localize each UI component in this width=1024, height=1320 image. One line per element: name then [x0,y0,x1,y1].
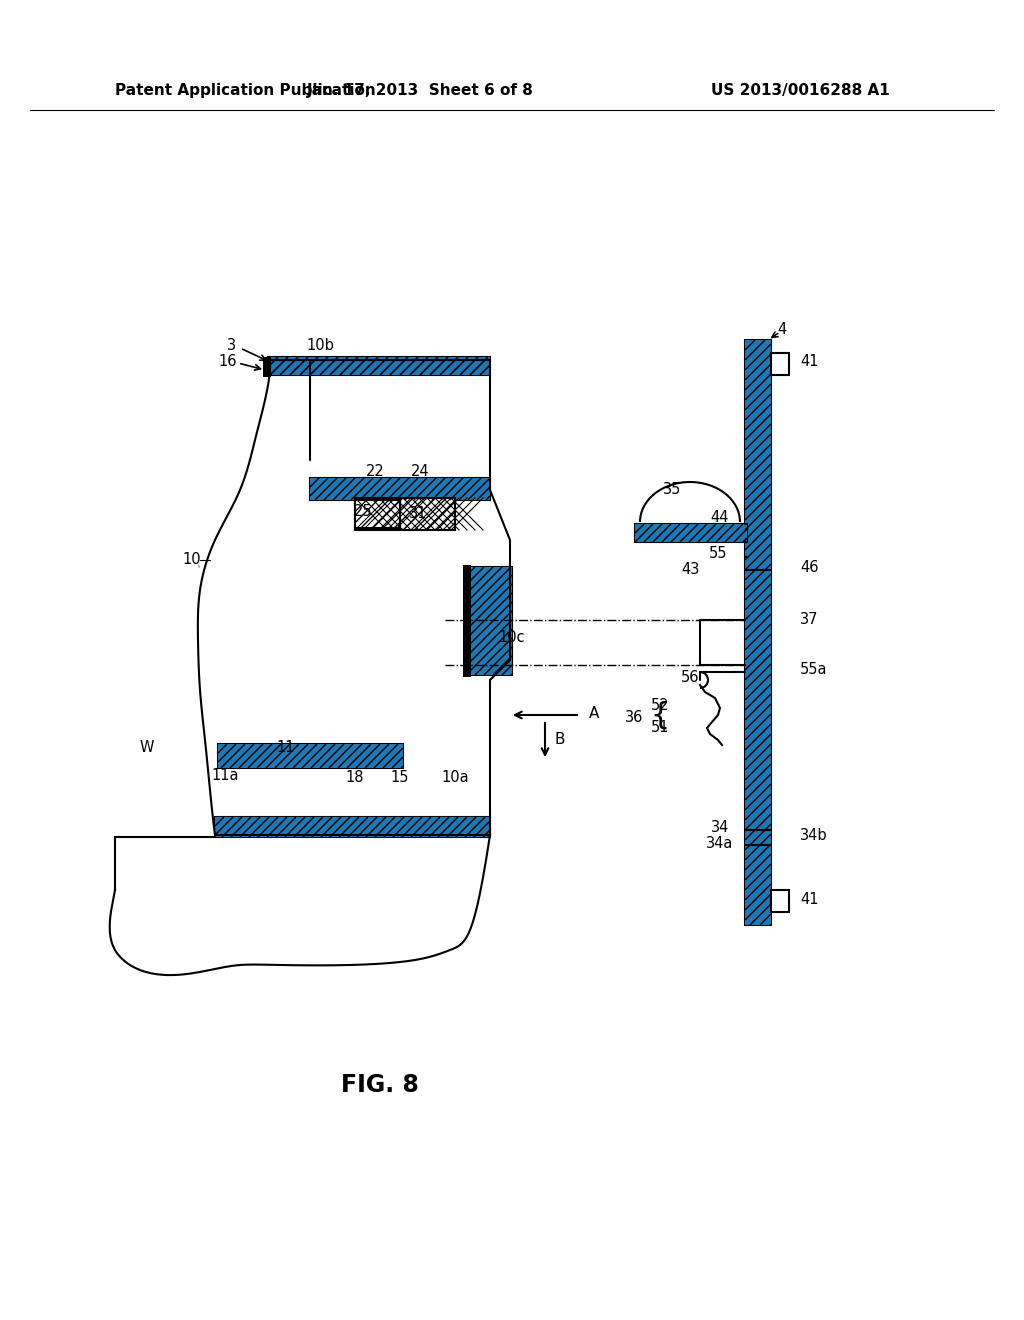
Text: 16: 16 [219,355,238,370]
Text: 22: 22 [366,465,384,479]
Bar [745,341,771,925]
Text: 34b: 34b [800,829,827,843]
Text: {: { [650,701,670,730]
Text: 36: 36 [625,710,643,725]
Text: Patent Application Publication: Patent Application Publication [115,82,376,98]
Text: 55: 55 [709,545,727,561]
Text: 51: 51 [650,721,670,735]
Text: 52: 52 [650,698,670,714]
Text: 37: 37 [800,612,818,627]
Text: 10a: 10a [441,770,469,784]
Text: 44: 44 [711,511,729,525]
Text: B: B [555,733,565,747]
Text: 31: 31 [409,507,427,521]
Text: 41: 41 [800,355,818,370]
Text: 11a: 11a [211,767,239,783]
Bar [463,565,471,677]
Text: W: W [139,741,155,755]
Bar [310,478,490,500]
Bar [268,356,490,375]
Text: Jan. 17, 2013  Sheet 6 of 8: Jan. 17, 2013 Sheet 6 of 8 [306,82,534,98]
Text: 15: 15 [391,770,410,784]
Bar [310,478,490,500]
Text: 56: 56 [681,669,699,685]
Text: 43: 43 [681,562,699,578]
Bar [218,744,403,768]
Text: A: A [589,705,599,721]
Bar [771,352,790,375]
Bar [218,744,403,768]
Text: 46: 46 [800,561,818,576]
Bar [466,568,512,675]
Bar [215,817,490,837]
Text: 4: 4 [777,322,786,338]
Bar [635,524,746,543]
Text: 11: 11 [276,739,295,755]
Bar [215,817,490,837]
Text: 25: 25 [353,504,373,520]
Text: US 2013/0016288 A1: US 2013/0016288 A1 [711,82,890,98]
Bar [268,356,490,375]
Bar [466,568,512,675]
Text: 24: 24 [411,465,429,479]
Bar [745,341,771,925]
Text: 10c: 10c [498,631,524,645]
Text: 34a: 34a [707,837,733,851]
Text: 18: 18 [346,770,365,784]
Text: 10: 10 [182,553,202,568]
Text: 35: 35 [663,483,681,498]
Bar [771,890,790,912]
Bar [263,356,271,378]
Text: FIG. 8: FIG. 8 [341,1073,419,1097]
Text: 55a: 55a [800,661,827,676]
Text: 3: 3 [227,338,237,352]
Bar [635,524,746,543]
Text: 41: 41 [800,892,818,908]
Bar [355,500,400,528]
Bar [355,498,455,531]
Text: 10b: 10b [306,338,334,352]
Text: 34: 34 [711,821,729,836]
